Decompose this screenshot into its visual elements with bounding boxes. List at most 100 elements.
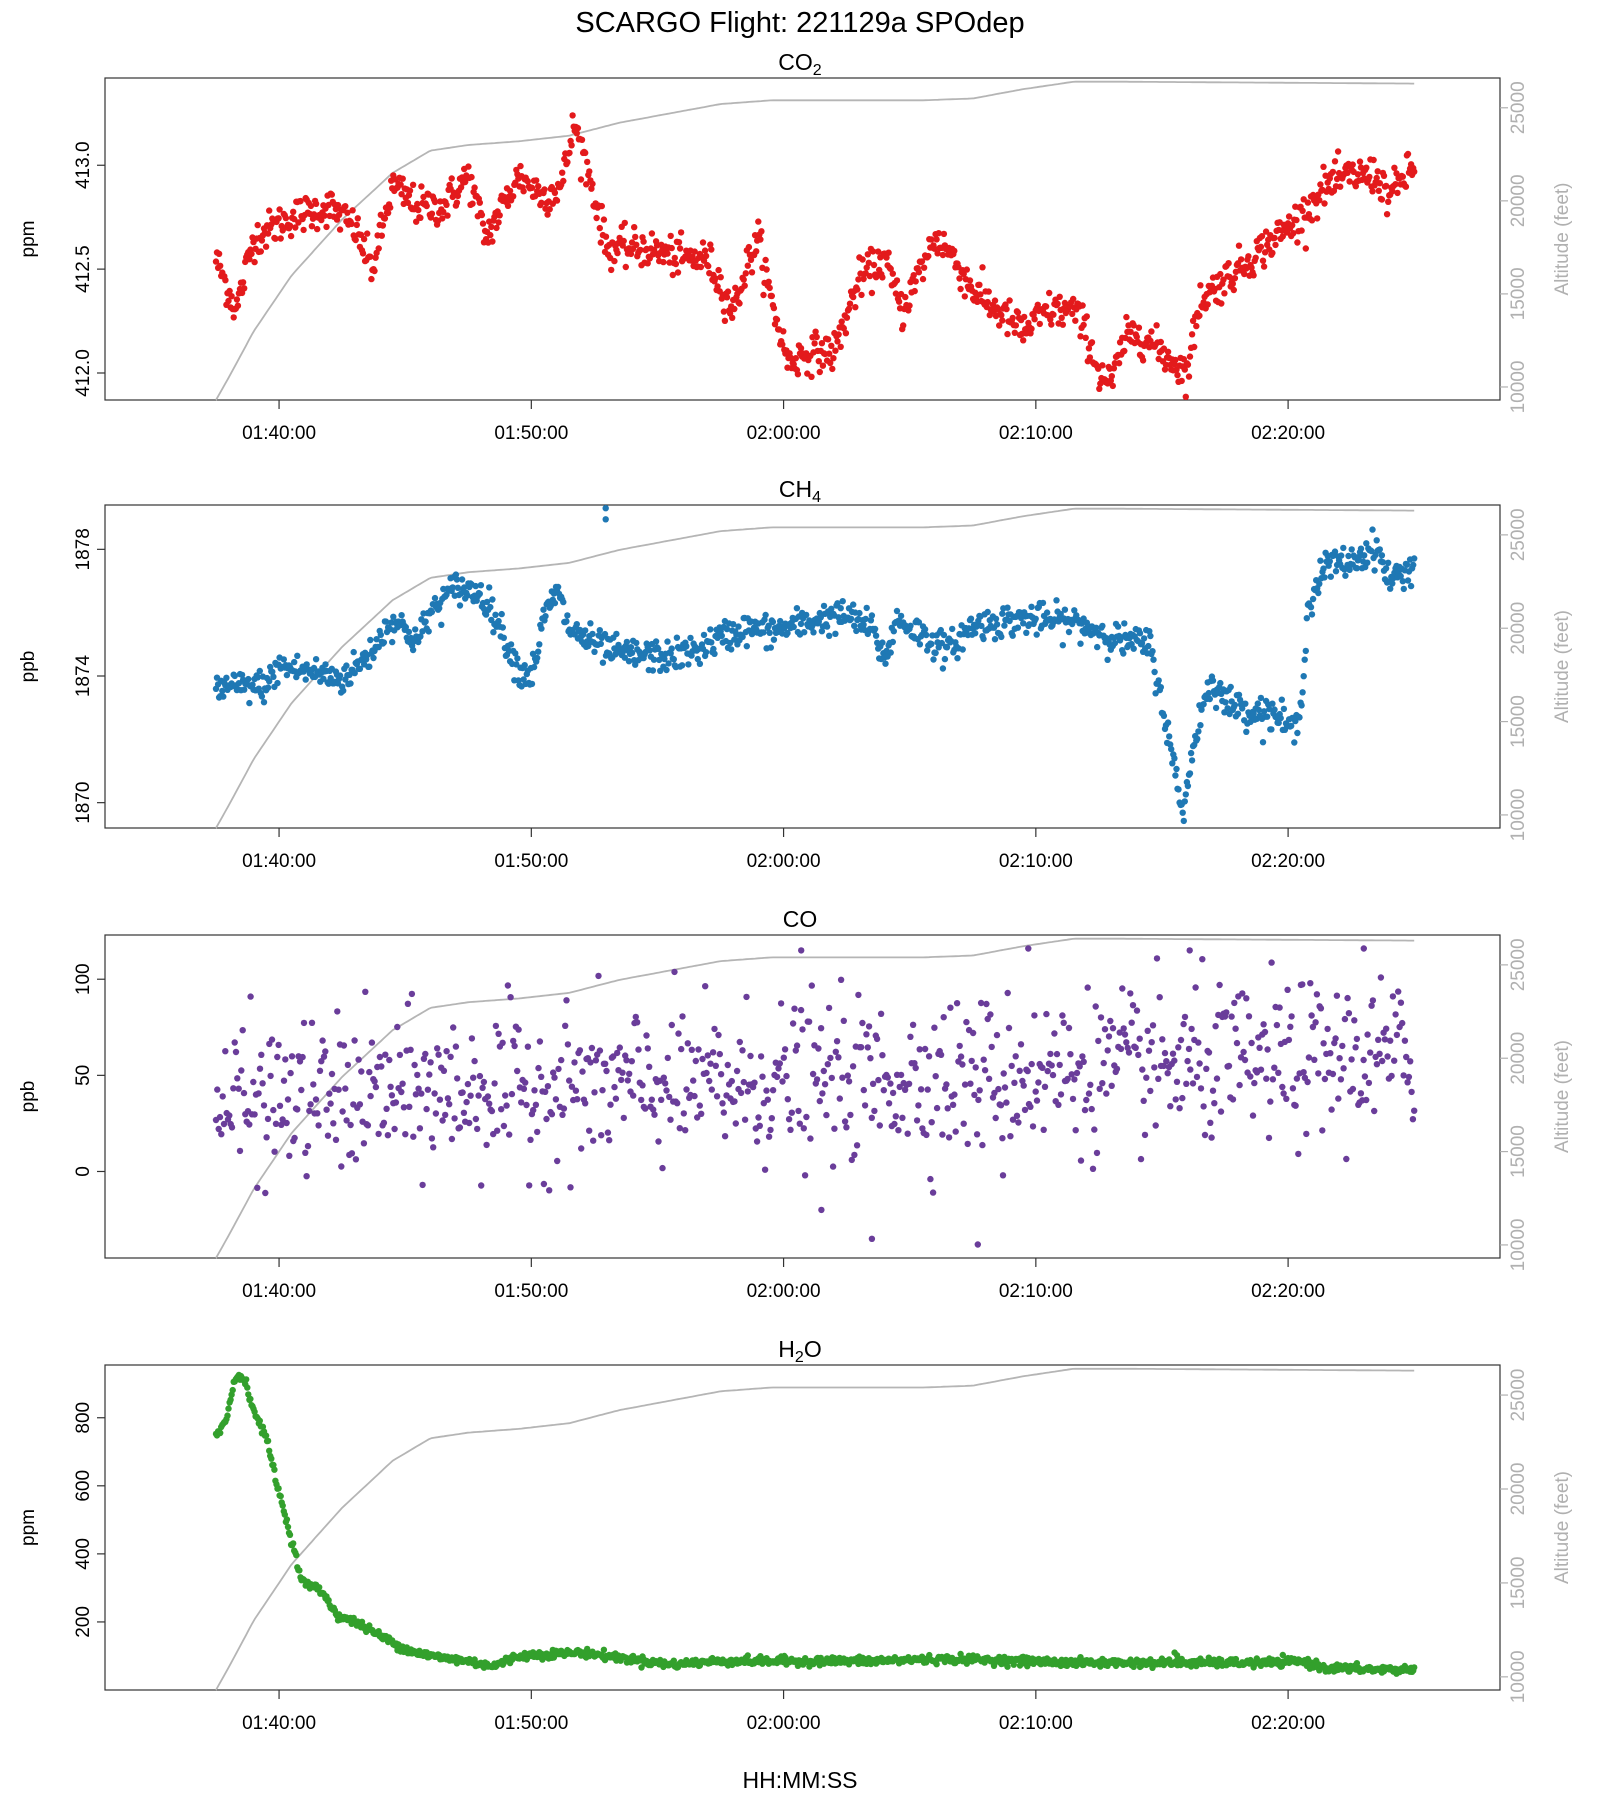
data-point [448, 175, 455, 182]
data-point [476, 1072, 484, 1080]
data-point [1234, 710, 1242, 717]
data-point [1212, 704, 1220, 712]
data-point [744, 1088, 751, 1095]
data-point [688, 1046, 695, 1054]
data-point [1164, 719, 1172, 726]
data-point [1235, 691, 1243, 698]
data-point [375, 245, 382, 252]
data-point [974, 1241, 981, 1248]
data-point [828, 605, 835, 612]
data-point [524, 1043, 532, 1050]
y-axis-label: ppm [18, 1509, 39, 1546]
data-point [827, 1054, 834, 1062]
data-point [967, 1080, 974, 1087]
data-point [889, 638, 896, 646]
data-point [1009, 314, 1016, 322]
figure-title: SCARGO Flight: 221129a SPOdep [575, 7, 1024, 39]
data-point [1145, 1047, 1153, 1054]
data-point [1060, 1019, 1067, 1026]
data-point [1364, 559, 1371, 566]
data-point [1023, 629, 1030, 636]
data-point [833, 1038, 841, 1045]
data-point [1163, 1058, 1170, 1065]
data-point [538, 625, 545, 632]
data-point [1279, 233, 1287, 240]
data-point [320, 675, 327, 682]
data-point [1058, 314, 1065, 321]
data-point [1183, 1080, 1190, 1088]
data-point [890, 628, 897, 635]
data-point [386, 1056, 393, 1064]
data-point [904, 1130, 911, 1137]
data-point [766, 629, 773, 636]
data-point [642, 1105, 649, 1112]
data-point [780, 1054, 787, 1061]
data-point [835, 1054, 842, 1061]
data-point [1265, 1134, 1273, 1142]
data-point [1327, 1050, 1334, 1057]
data-point [1003, 305, 1010, 313]
data-point [1083, 1096, 1090, 1104]
y2-tick-label: 15000 [1508, 1556, 1529, 1609]
data-point [1218, 300, 1225, 307]
data-point [985, 288, 992, 295]
data-point [299, 1053, 306, 1061]
data-point [506, 187, 514, 195]
data-point [344, 1061, 352, 1069]
data-point [551, 599, 559, 607]
data-point [868, 1235, 876, 1243]
data-point [1206, 695, 1214, 703]
data-point [1399, 173, 1407, 180]
data-point [1316, 197, 1323, 204]
data-point [892, 290, 900, 297]
data-point [710, 645, 717, 653]
data-point [707, 1060, 714, 1067]
data-point [504, 202, 512, 209]
data-point [993, 1031, 1001, 1039]
data-point [284, 1096, 292, 1103]
data-point [1193, 322, 1200, 330]
data-point [450, 1024, 457, 1031]
plot-frame [104, 934, 1501, 1259]
data-point [314, 1110, 321, 1117]
data-point [708, 639, 715, 646]
data-point [1164, 348, 1172, 355]
data-point [1326, 558, 1334, 565]
data-point [998, 311, 1005, 319]
data-point [1292, 717, 1299, 725]
data-point [1071, 607, 1078, 614]
data-point [913, 1117, 921, 1124]
data-point [741, 282, 748, 289]
data-point [819, 362, 827, 369]
data-point [236, 1147, 244, 1155]
data-point [1373, 537, 1380, 544]
data-point [1057, 1091, 1065, 1098]
data-point [302, 1149, 309, 1157]
data-point [883, 254, 890, 261]
data-point [328, 191, 335, 198]
data-point [1059, 1012, 1066, 1019]
data-point [248, 250, 255, 258]
data-point [264, 1115, 272, 1123]
data-point [748, 269, 756, 276]
data-point [850, 293, 857, 301]
data-point [807, 1135, 814, 1142]
data-point [1108, 1082, 1115, 1090]
data-point [603, 1067, 610, 1075]
data-point [1028, 325, 1035, 332]
data-point [1280, 1090, 1287, 1097]
data-point [687, 634, 694, 642]
data-point [865, 259, 872, 266]
data-point [963, 1018, 970, 1026]
data-point [334, 1008, 341, 1015]
data-point [1411, 1664, 1418, 1671]
y2-tick-label: 10000 [1508, 1219, 1529, 1272]
y2-axis-label: Altitude (feet) [1552, 1040, 1573, 1153]
data-point [478, 211, 486, 219]
data-point [899, 1114, 906, 1122]
data-point [1003, 1099, 1010, 1106]
data-point [1193, 1662, 1200, 1670]
data-point [1001, 1084, 1009, 1091]
data-point [448, 1135, 456, 1143]
data-point [1123, 1039, 1130, 1046]
